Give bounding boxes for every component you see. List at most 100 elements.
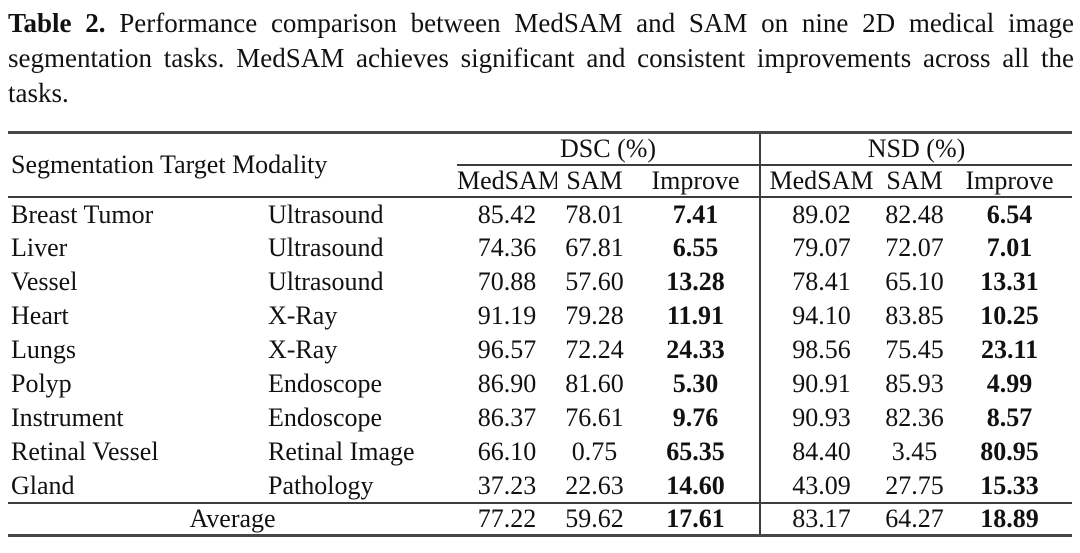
cell-dsc-sam: 72.24: [565, 335, 624, 364]
cell-nsd-improve: 10.25: [980, 301, 1039, 330]
table-footer: Average 77.22 59.62 17.61 83.17 64.27 18…: [8, 502, 1073, 536]
cell-dsc-improve: 13.28: [666, 267, 725, 296]
cell-target: Instrument: [11, 403, 124, 432]
cell-dsc-medsam: 91.19: [477, 301, 537, 330]
cell-nsd-sam: 3.45: [891, 437, 938, 466]
cell-target: Vessel: [11, 267, 78, 296]
cell-nsd-sam: 72.07: [885, 233, 944, 262]
average-nsd-medsam: 83.17: [759, 502, 883, 536]
header-nsd-improve: Improve: [947, 165, 1073, 198]
cell-nsd-improve: 4.99: [986, 369, 1033, 398]
cell-target: Heart: [11, 301, 69, 330]
cell-dsc-medsam: 66.10: [477, 437, 537, 466]
cell-nsd-medsam: 89.02: [759, 197, 883, 231]
cell-dsc-sam: 67.81: [565, 233, 624, 262]
header-dsc-sam: SAM: [557, 165, 632, 198]
cell-nsd-sam: 27.75: [885, 470, 944, 500]
cell-dsc-improve: 65.35: [666, 437, 725, 466]
cell-nsd-improve: 7.01: [986, 233, 1033, 262]
cell-nsd-sam: 75.45: [885, 335, 944, 364]
header-dsc-medsam: MedSAM: [457, 165, 557, 198]
cell-nsd-improve: 80.95: [980, 437, 1039, 466]
header-group-row: Segmentation Target Modality DSC (%) NSD…: [8, 132, 1073, 198]
header-nsd-sam: SAM: [882, 165, 948, 198]
header-dsc-improve: Improve: [632, 165, 761, 198]
table-caption-label: Table 2.: [8, 8, 106, 38]
cell-target: Retinal Vessel: [11, 437, 159, 466]
header-dsc-group: DSC (%): [457, 132, 761, 166]
table-row: Vessel Ultrasound 70.88 57.60 13.28 78.41 65.1…: [8, 265, 1072, 299]
cell-dsc-medsam: 37.23: [477, 470, 537, 500]
cell-target: Breast Tumor: [11, 199, 154, 229]
cell-dsc-sam: 57.60: [565, 267, 624, 296]
cell-nsd-sam: 85.93: [885, 369, 944, 398]
table-row: Polyp Endoscope 86.90 81.60 5.30 90.91 85.93 4.…: [8, 367, 1072, 401]
cell-dsc-improve: 5.30: [672, 369, 719, 398]
average-label: Average: [8, 502, 457, 536]
cell-dsc-improve: 24.33: [666, 335, 725, 364]
cell-modality: Ultrasound: [268, 233, 384, 262]
table-row: Lungs X-Ray 96.57 72.24 24.33 98.56 75.45 23.11: [8, 333, 1072, 367]
cell-nsd-medsam: 90.91: [759, 367, 883, 401]
cell-dsc-sam: 22.63: [565, 470, 624, 500]
cell-nsd-sam: 65.10: [885, 267, 944, 296]
cell-nsd-medsam: 78.41: [759, 265, 883, 299]
cell-dsc-sam: 76.61: [565, 403, 624, 432]
cell-dsc-medsam: 86.37: [477, 403, 537, 432]
cell-target: Polyp: [11, 369, 72, 398]
cell-modality: Pathology: [268, 470, 374, 500]
average-dsc-improve: 17.61: [632, 502, 761, 536]
average-nsd-sam: 64.27: [882, 502, 948, 536]
cell-dsc-sam: 0.75: [571, 437, 618, 466]
header-segmentation-target-modality: Segmentation Target Modality: [8, 132, 457, 198]
cell-nsd-improve: 23.11: [981, 335, 1039, 364]
cell-nsd-medsam: 90.93: [759, 401, 883, 435]
cell-dsc-sam: 79.28: [565, 301, 624, 330]
cell-dsc-medsam: 74.36: [477, 233, 537, 262]
cell-nsd-improve: 15.33: [980, 470, 1039, 500]
table-row: Gland Pathology 37.23 22.63 14.60 43.09 27.75 1…: [8, 469, 1072, 503]
cell-dsc-improve: 7.41: [672, 199, 719, 229]
cell-nsd-sam: 82.48: [885, 199, 944, 229]
cell-modality: Endoscope: [268, 403, 383, 432]
cell-nsd-medsam: 94.10: [759, 299, 883, 333]
cell-modality: Ultrasound: [268, 267, 384, 296]
cell-modality: X-Ray: [268, 301, 338, 330]
cell-modality: Endoscope: [268, 369, 383, 398]
cell-nsd-medsam: 84.40: [759, 435, 883, 469]
cell-dsc-improve: 11.91: [666, 301, 725, 330]
cell-dsc-medsam: 70.88: [477, 267, 537, 296]
table-row: Liver Ultrasound 74.36 67.81 6.55 79.07 72.07 7…: [8, 231, 1072, 265]
cell-dsc-sam: 81.60: [565, 369, 624, 398]
average-row: Average 77.22 59.62 17.61 83.17 64.27 18…: [8, 502, 1073, 536]
cell-target: Liver: [11, 233, 68, 262]
cell-dsc-improve: 14.60: [666, 470, 725, 500]
cell-nsd-improve: 6.54: [986, 199, 1033, 229]
table-row: Retinal Vessel Retinal Image 66.10 0.75 65.3…: [8, 435, 1072, 469]
cell-nsd-medsam: 43.09: [759, 469, 883, 503]
cell-dsc-improve: 6.55: [672, 233, 719, 262]
cell-nsd-sam: 83.85: [885, 301, 944, 330]
table-header: Segmentation Target Modality DSC (%) NSD…: [8, 132, 1073, 198]
table-caption: Table 2. Performance comparison between …: [8, 6, 1074, 111]
header-nsd-group: NSD (%): [759, 132, 1073, 166]
cell-nsd-improve: 13.31: [980, 267, 1039, 296]
cell-target: Lungs: [11, 335, 76, 364]
cell-target: Gland: [11, 470, 75, 500]
cell-nsd-medsam: 98.56: [759, 333, 883, 367]
average-nsd-improve: 18.89: [947, 502, 1073, 536]
header-nsd-medsam: MedSAM: [759, 165, 883, 198]
cell-modality: Ultrasound: [268, 199, 384, 229]
cell-nsd-improve: 8.57: [986, 403, 1033, 432]
cell-nsd-sam: 82.36: [885, 403, 944, 432]
cell-dsc-medsam: 86.90: [477, 369, 537, 398]
table-caption-text: Performance comparison between MedSAM an…: [8, 8, 1074, 108]
cell-modality: Retinal Image: [268, 437, 415, 466]
results-table: Segmentation Target Modality DSC (%) NSD…: [8, 131, 1073, 537]
table-body: Breast Tumor Ultrasound 85.42 78.01 7.41 89.0…: [8, 197, 1072, 503]
cell-dsc-improve: 9.76: [672, 403, 719, 432]
cell-nsd-medsam: 79.07: [759, 231, 883, 265]
table-row: Breast Tumor Ultrasound 85.42 78.01 7.41 89.0…: [8, 197, 1072, 231]
table-row: Heart X-Ray 91.19 79.28 11.91 94.10 83.85 10.25: [8, 299, 1072, 333]
header-sub-row: MedSAM SAM Improve MedSAM SAM Improve: [8, 165, 1073, 198]
